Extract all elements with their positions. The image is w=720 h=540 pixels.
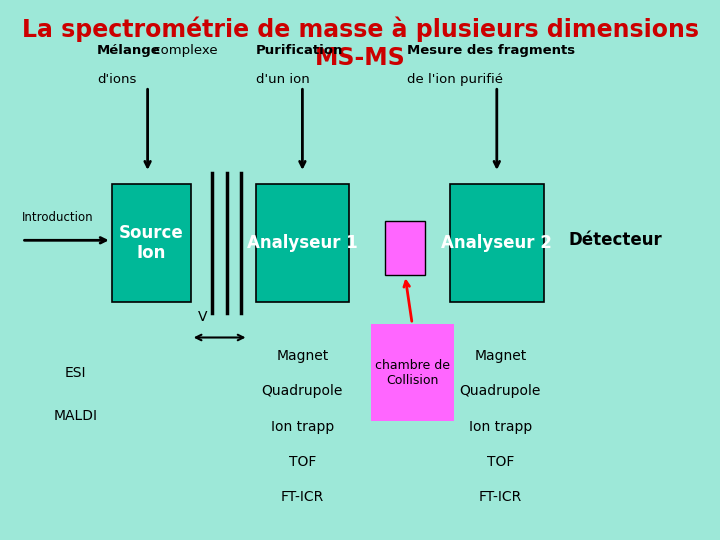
Bar [371, 324, 454, 421]
Bar [112, 184, 191, 302]
Text: d'ions: d'ions [97, 73, 137, 86]
Text: Magnet: Magnet [276, 349, 328, 363]
Text: MALDI: MALDI [53, 409, 98, 423]
Text: chambre de
Collision: chambre de Collision [374, 359, 450, 387]
Bar [385, 221, 425, 275]
Text: Analyseur 2: Analyseur 2 [441, 234, 552, 252]
Text: La spectrométrie de masse à plusieurs dimensions
MS-MS: La spectrométrie de masse à plusieurs di… [22, 16, 698, 70]
Text: ESI: ESI [65, 366, 86, 380]
Text: V: V [198, 310, 207, 324]
Text: Quadrupole: Quadrupole [459, 384, 541, 399]
Text: FT-ICR: FT-ICR [281, 490, 324, 504]
Text: Analyseur 1: Analyseur 1 [247, 234, 358, 252]
Text: Purification: Purification [256, 44, 343, 57]
Bar [450, 184, 544, 302]
Text: Source
Ion: Source Ion [119, 224, 184, 262]
Text: TOF: TOF [487, 455, 514, 469]
Bar [256, 184, 349, 302]
Text: Mélange: Mélange [97, 44, 161, 57]
Text: Ion trapp: Ion trapp [469, 420, 532, 434]
Text: TOF: TOF [289, 455, 316, 469]
Text: de l'ion purifié: de l'ion purifié [407, 73, 503, 86]
Text: FT-ICR: FT-ICR [479, 490, 522, 504]
Text: Détecteur: Détecteur [569, 231, 662, 249]
Text: complexe: complexe [149, 44, 217, 57]
Text: d'un ion: d'un ion [256, 73, 310, 86]
Text: Quadrupole: Quadrupole [261, 384, 343, 399]
Text: Ion trapp: Ion trapp [271, 420, 334, 434]
Text: Magnet: Magnet [474, 349, 526, 363]
Text: Mesure des fragments: Mesure des fragments [407, 44, 575, 57]
Text: Introduction: Introduction [22, 211, 93, 224]
